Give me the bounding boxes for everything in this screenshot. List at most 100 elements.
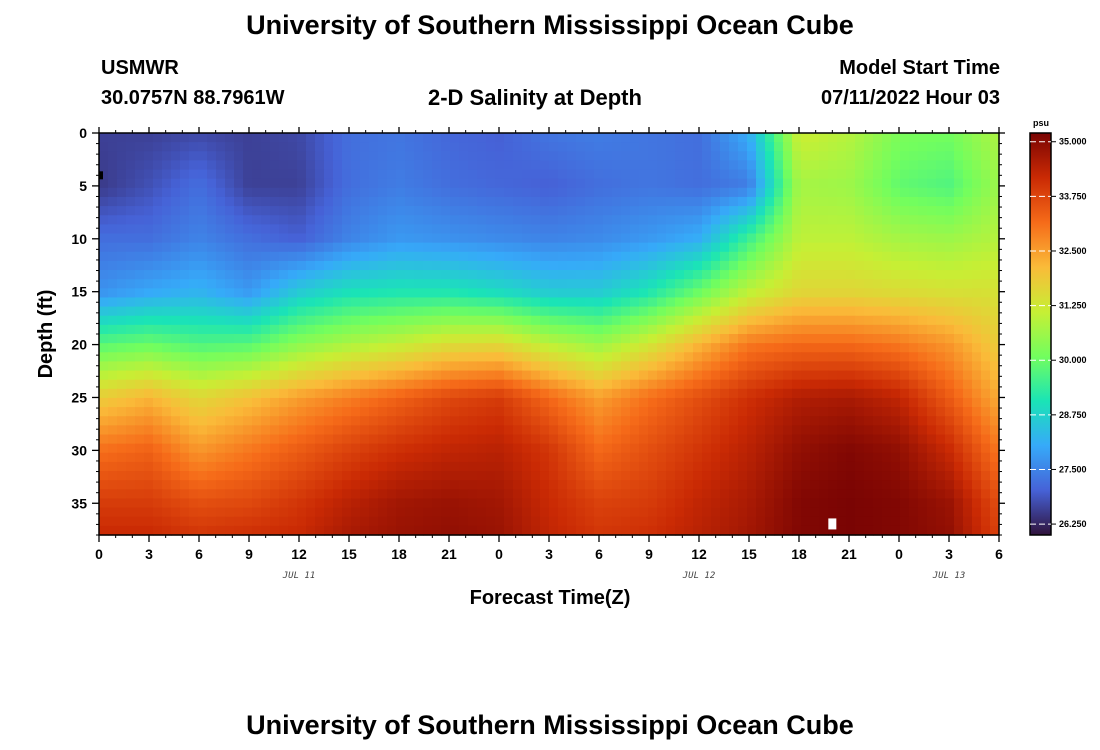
heatmap-cell [783,242,793,253]
heatmap-cell [567,187,577,198]
heatmap-cell [459,133,469,143]
heatmap-cell [297,224,307,235]
heatmap-cell [603,361,613,372]
heatmap-cell [612,397,622,408]
heatmap-cell [351,251,361,262]
heatmap-cell [477,489,487,500]
heatmap-cell [144,324,154,335]
heatmap-cell [396,489,406,500]
heatmap-cell [162,471,172,481]
heatmap-cell [783,388,793,399]
heatmap-cell [261,178,271,189]
heatmap-cell [279,361,289,372]
heatmap-cell [684,169,694,180]
heatmap-cell [666,407,676,417]
heatmap-cell [774,343,784,353]
heatmap-cell [513,133,523,143]
heatmap-cell [585,525,595,536]
heatmap-cell [711,187,721,198]
heatmap-cell [693,151,703,162]
heatmap-cell [297,260,307,271]
heatmap-cell [594,361,604,372]
heatmap-cell [504,498,514,509]
heatmap-cell [144,306,154,317]
heatmap-cell [756,169,766,180]
heatmap-cell [153,306,163,317]
heatmap-cell [342,480,352,490]
heatmap-cell [909,434,919,445]
heatmap-cell [963,370,973,381]
heatmap-cell [459,224,469,235]
heatmap-cell [369,133,379,143]
heatmap-cell [864,306,874,317]
heatmap-cell [378,507,388,518]
heatmap-cell [585,379,595,390]
heatmap-cell [630,279,640,289]
heatmap-cell [540,324,550,335]
heatmap-cell [333,187,343,198]
heatmap-cell [495,379,505,390]
heatmap-cell [639,196,649,207]
heatmap-cell [756,480,766,490]
heatmap-cell [882,251,892,262]
heatmap-cell [189,352,199,363]
heatmap-cell [270,288,280,299]
heatmap-cell [936,525,946,536]
heatmap-cell [414,233,424,244]
heatmap-cell [459,343,469,353]
heatmap-cell [972,370,982,381]
heatmap-cell [531,388,541,399]
heatmap-cell [558,160,568,171]
heatmap-cell [432,242,442,253]
heatmap-cell [828,270,838,280]
heatmap-cell [432,206,442,216]
heatmap-cell [333,397,343,408]
heatmap-cell [234,160,244,171]
heatmap-cell [396,361,406,372]
heatmap-cell [423,407,433,417]
heatmap-cell [207,169,217,180]
heatmap-cell [378,343,388,353]
heatmap-cell [909,169,919,180]
heatmap-cell [450,187,460,198]
heatmap-cell [810,525,820,536]
heatmap-cell [243,343,253,353]
heatmap-cell [621,233,631,244]
x-tick-label: 9 [245,546,253,562]
heatmap-cell [198,206,208,216]
heatmap-cell [765,279,775,289]
heatmap-cell [432,279,442,289]
heatmap-cell [810,251,820,262]
heatmap-cell [144,233,154,244]
heatmap-cell [819,233,829,244]
heatmap-cell [792,370,802,381]
heatmap-cell [135,370,145,381]
heatmap-cell [378,352,388,363]
heatmap-cell [873,206,883,216]
heatmap-cell [126,297,136,308]
heatmap-cell [207,178,217,189]
heatmap-cell [153,461,163,472]
heatmap-cell [567,324,577,335]
heatmap-cell [333,498,343,509]
heatmap-cell [387,379,397,390]
heatmap-cell [567,260,577,271]
heatmap-cell [702,379,712,390]
heatmap-cell [819,434,829,445]
heatmap-cell [567,407,577,417]
heatmap-cell [891,160,901,171]
heatmap-cell [459,178,469,189]
heatmap-cell [630,425,640,436]
heatmap-cell [423,388,433,399]
heatmap-cell [828,443,838,454]
heatmap-cell [585,425,595,436]
heatmap-cell [234,270,244,280]
heatmap-cell [918,352,928,363]
heatmap-cell [297,133,307,143]
heatmap-cell [828,416,838,426]
heatmap-cell [351,507,361,518]
heatmap-cell [315,379,325,390]
heatmap-cell [945,315,955,326]
heatmap-cell [576,525,586,536]
heatmap-cell [567,160,577,171]
